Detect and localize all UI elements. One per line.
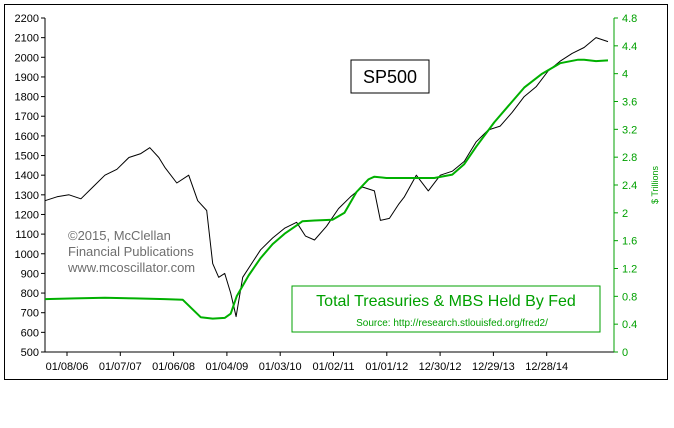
left-tick-label: 900 xyxy=(21,268,39,280)
x-tick-label: 12/28/14 xyxy=(525,361,568,373)
x-tick-label: 12/30/12 xyxy=(419,361,462,373)
x-tick-label: 01/02/11 xyxy=(312,361,354,373)
sp500-line xyxy=(44,37,609,318)
copyright-line-2: Financial Publications xyxy=(68,244,194,259)
right-tick-label: 3.6 xyxy=(622,97,637,109)
x-tick-label: 01/08/06 xyxy=(46,361,89,373)
x-tick-label: 01/07/07 xyxy=(99,361,142,373)
left-tick-label: 1500 xyxy=(15,151,39,163)
left-tick-label: 500 xyxy=(21,347,39,359)
right-tick-label: 0.4 xyxy=(622,319,637,331)
x-tick-label: 01/04/09 xyxy=(205,361,248,373)
left-axis-ticks: 500 600 700 800 900 1000 1100 1200 1300 1400 1500 1… xyxy=(15,13,45,359)
fed-holdings-line xyxy=(44,58,609,320)
left-tick-label: 1800 xyxy=(15,92,39,104)
right-tick-label: 1.6 xyxy=(622,236,637,248)
copyright-line-3: www.mcoscillator.com xyxy=(67,260,195,275)
right-tick-label: 2.8 xyxy=(622,152,637,164)
left-tick-label: 1600 xyxy=(15,131,39,143)
left-tick-label: 2200 xyxy=(15,13,39,25)
left-tick-label: 1000 xyxy=(15,249,39,261)
title-box xyxy=(350,59,430,94)
left-tick-label: 2000 xyxy=(15,52,39,64)
legend-box xyxy=(291,285,601,333)
left-tick-label: 1900 xyxy=(15,72,39,84)
left-tick-label: 1300 xyxy=(15,190,39,202)
right-tick-label: 4 xyxy=(622,69,628,81)
x-tick-label: 01/01/12 xyxy=(365,361,408,373)
right-tick-label: 4.8 xyxy=(622,13,637,25)
copyright-line-1: ©2015, McClellan xyxy=(68,228,171,243)
x-tick-label: 01/03/10 xyxy=(259,361,302,373)
right-axis-ticks: 0 0.4 0.8 1.2 1.6 2 2.4 2.8 3.2 3.6 4 4.4 4.8 xyxy=(614,13,637,359)
right-tick-label: 0 xyxy=(622,347,628,359)
right-tick-label: 0.8 xyxy=(622,291,637,303)
left-tick-label: 1400 xyxy=(15,170,39,182)
legend-source: Source: http://research.stlouisfed.org/f… xyxy=(356,318,548,329)
left-tick-label: 2100 xyxy=(15,33,39,45)
right-tick-label: 3.2 xyxy=(622,124,637,136)
chart-title: SP500 xyxy=(363,67,417,87)
left-tick-label: 600 xyxy=(21,327,39,339)
right-tick-label: 2.4 xyxy=(622,180,637,192)
left-tick-label: 700 xyxy=(21,308,39,320)
left-tick-label: 1100 xyxy=(15,229,39,241)
left-tick-label: 800 xyxy=(21,288,39,300)
left-tick-label: 1200 xyxy=(15,209,39,221)
right-tick-label: 4.4 xyxy=(622,41,637,53)
right-tick-label: 1.2 xyxy=(622,264,637,276)
x-tick-label: 01/06/08 xyxy=(152,361,195,373)
right-tick-label: 2 xyxy=(622,208,628,220)
right-axis-label: $ Trillions xyxy=(650,165,660,204)
x-tick-label: 12/29/13 xyxy=(472,361,515,373)
left-tick-label: 1700 xyxy=(15,111,39,123)
x-axis-ticks: 01/08/06 01/07/07 01/06/08 01/04/09 01/03/10… xyxy=(46,352,568,373)
series-lines xyxy=(44,37,609,320)
legend-title: Total Treasuries & MBS Held By Fed xyxy=(316,293,576,310)
